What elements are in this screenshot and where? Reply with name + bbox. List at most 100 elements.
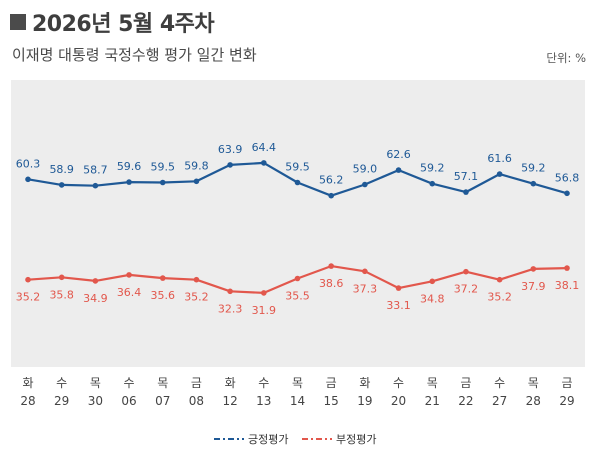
data-label-positive: 58.7: [83, 164, 108, 177]
data-label-positive: 62.6: [386, 148, 411, 161]
x-tick-date: 08: [189, 394, 204, 408]
data-point-negative: [92, 278, 99, 284]
data-point-negative: [159, 275, 166, 281]
data-point-negative: [564, 265, 570, 271]
data-point-positive: [429, 180, 436, 187]
data-point-positive: [328, 192, 334, 199]
data-point-negative: [496, 276, 503, 283]
data-point-positive: [395, 167, 402, 173]
data-point-negative: [429, 278, 436, 285]
data-label-negative: 35.2: [184, 291, 209, 304]
data-label-negative: 37.3: [353, 282, 378, 295]
data-label-negative: 35.2: [487, 291, 512, 304]
data-label-positive: 61.6: [487, 152, 512, 165]
chart-marks: [25, 160, 570, 296]
x-tick-day: 목: [528, 376, 539, 390]
legend: 긍정평가 부정평가: [214, 433, 376, 446]
data-label-negative: 31.9: [252, 304, 277, 317]
data-label-negative: 33.1: [386, 299, 411, 312]
x-tick-date: 28: [526, 394, 541, 408]
x-tick-day: 수: [494, 376, 505, 390]
data-point-negative: [362, 268, 368, 275]
data-label-positive: 60.3: [16, 157, 41, 170]
x-tick-day: 수: [56, 376, 67, 390]
data-point-negative: [58, 274, 65, 281]
x-tick-date: 14: [290, 394, 305, 408]
data-point-negative: [328, 263, 334, 269]
x-tick-day: 금: [460, 376, 471, 390]
data-point-positive: [25, 176, 31, 183]
data-point-negative: [463, 268, 469, 275]
x-tick-day: 금: [561, 376, 572, 390]
data-point-positive: [58, 182, 65, 188]
data-point-positive: [126, 179, 132, 185]
x-tick-date: 22: [458, 394, 473, 408]
data-point-positive: [193, 178, 200, 185]
x-tick-day: 화: [359, 376, 370, 390]
title-row: 2026년 5월 4주차: [10, 6, 215, 38]
data-label-positive: 59.6: [117, 160, 142, 173]
data-point-negative: [193, 276, 200, 283]
data-label-negative: 34.8: [420, 292, 445, 305]
data-label-negative: 35.2: [16, 291, 41, 304]
x-tick-date: 28: [20, 394, 35, 408]
data-point-positive: [159, 179, 166, 186]
x-tick-day: 목: [157, 376, 168, 390]
data-point-negative: [261, 290, 267, 296]
data-point-positive: [227, 162, 233, 168]
x-tick-date: 06: [121, 394, 136, 408]
legend-item-negative: 부정평가: [302, 433, 376, 446]
legend-label-negative: 부정평가: [336, 433, 376, 446]
x-tick-day: 화: [225, 376, 236, 390]
data-label-positive: 59.0: [353, 163, 378, 176]
x-tick-day: 금: [191, 376, 202, 390]
page-title: 2026년 5월 4주차: [32, 12, 215, 37]
x-axis-ticks: 화 28 수 29 목 30 수 06 목 07 금 08 화 12 수 13 목 14 금 15 화 19 수 20 목 21 금…: [20, 376, 574, 408]
data-point-positive: [362, 181, 368, 188]
title-square-icon: [10, 14, 26, 30]
x-tick-day: 수: [258, 376, 269, 390]
legend-item-positive: 긍정평가: [214, 433, 288, 446]
x-tick-day: 수: [124, 376, 135, 390]
x-tick-date: 30: [88, 394, 103, 408]
data-label-negative: 36.4: [117, 286, 142, 299]
legend-label-positive: 긍정평가: [248, 433, 288, 446]
data-label-positive: 59.5: [285, 161, 310, 174]
x-tick-day: 목: [90, 376, 101, 390]
data-label-positive: 59.5: [151, 161, 176, 174]
x-tick-date: 21: [425, 394, 440, 408]
x-tick-date: 29: [559, 394, 574, 408]
data-label-negative: 34.9: [83, 292, 108, 305]
x-tick-day: 화: [22, 376, 33, 390]
data-label-positive: 63.9: [218, 143, 243, 156]
data-point-positive: [294, 179, 301, 186]
data-label-negative: 35.5: [285, 290, 310, 303]
data-label-negative: 35.8: [49, 288, 74, 301]
data-label-negative: 38.6: [319, 277, 344, 290]
x-tick-date: 19: [357, 394, 372, 408]
unit-label: 단위: %: [546, 51, 586, 65]
x-tick-date: 07: [155, 394, 170, 408]
data-label-negative: 35.6: [151, 289, 176, 302]
x-tick-date: 12: [222, 394, 237, 408]
data-point-positive: [564, 190, 570, 197]
data-point-positive: [530, 180, 537, 187]
x-tick-day: 목: [427, 376, 438, 390]
data-label-negative: 32.3: [218, 302, 243, 315]
x-tick-date: 15: [324, 394, 339, 408]
data-point-negative: [530, 266, 537, 272]
data-labels: 60.3 58.9 58.7 59.6 59.5 59.8 63.9 64.4 59.5 56.2…: [16, 141, 580, 317]
x-tick-date: 29: [54, 394, 69, 408]
data-label-positive: 57.1: [454, 170, 479, 183]
data-point-negative: [294, 275, 301, 282]
data-label-positive: 59.8: [184, 159, 209, 172]
x-tick-date: 13: [256, 394, 271, 408]
data-label-positive: 56.2: [319, 174, 344, 187]
data-label-positive: 56.8: [555, 171, 580, 184]
data-point-positive: [261, 160, 267, 166]
plot-background: [11, 80, 585, 367]
data-label-positive: 59.2: [521, 162, 546, 175]
x-tick-date: 27: [492, 394, 507, 408]
x-tick-day: 수: [393, 376, 404, 390]
